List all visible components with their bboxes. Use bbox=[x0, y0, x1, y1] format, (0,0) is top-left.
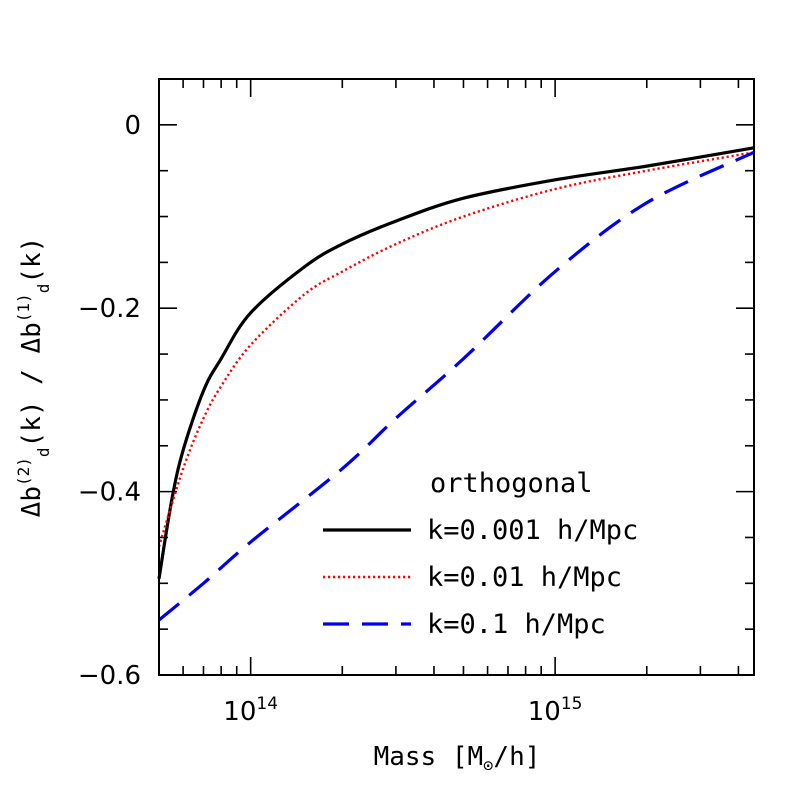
x-tick-label: 1014 bbox=[223, 694, 278, 727]
series-line-1 bbox=[157, 146, 755, 579]
x-tick-label: 1015 bbox=[528, 694, 583, 727]
y-tick-label: −0.6 bbox=[78, 661, 141, 691]
y-tick-label: −0.4 bbox=[78, 478, 141, 508]
legend-label-3: k=0.1 h/Mpc bbox=[427, 609, 606, 640]
series-line-2 bbox=[157, 151, 755, 547]
legend: orthogonal k=0.001 h/Mpc k=0.01 h/Mpc k=0.… bbox=[323, 468, 638, 640]
y-tick-label: 0 bbox=[124, 111, 141, 141]
legend-label-1: k=0.001 h/Mpc bbox=[427, 515, 638, 546]
axis-ticks bbox=[158, 78, 754, 676]
plot-frame bbox=[158, 78, 755, 676]
y-tick-label: −0.2 bbox=[78, 294, 141, 324]
series-line-3 bbox=[157, 150, 755, 622]
legend-label-2: k=0.01 h/Mpc bbox=[427, 562, 622, 593]
legend-title: orthogonal bbox=[430, 468, 593, 499]
x-axis-label: Mass [M⊙/h] bbox=[374, 742, 541, 776]
tick-labels: 0 −0.2 −0.4 −0.6 1014 1015 bbox=[78, 111, 583, 727]
y-axis-label: Δb(2)d(k) / Δb(1)d(k) bbox=[14, 237, 53, 518]
data-curves bbox=[157, 146, 755, 622]
